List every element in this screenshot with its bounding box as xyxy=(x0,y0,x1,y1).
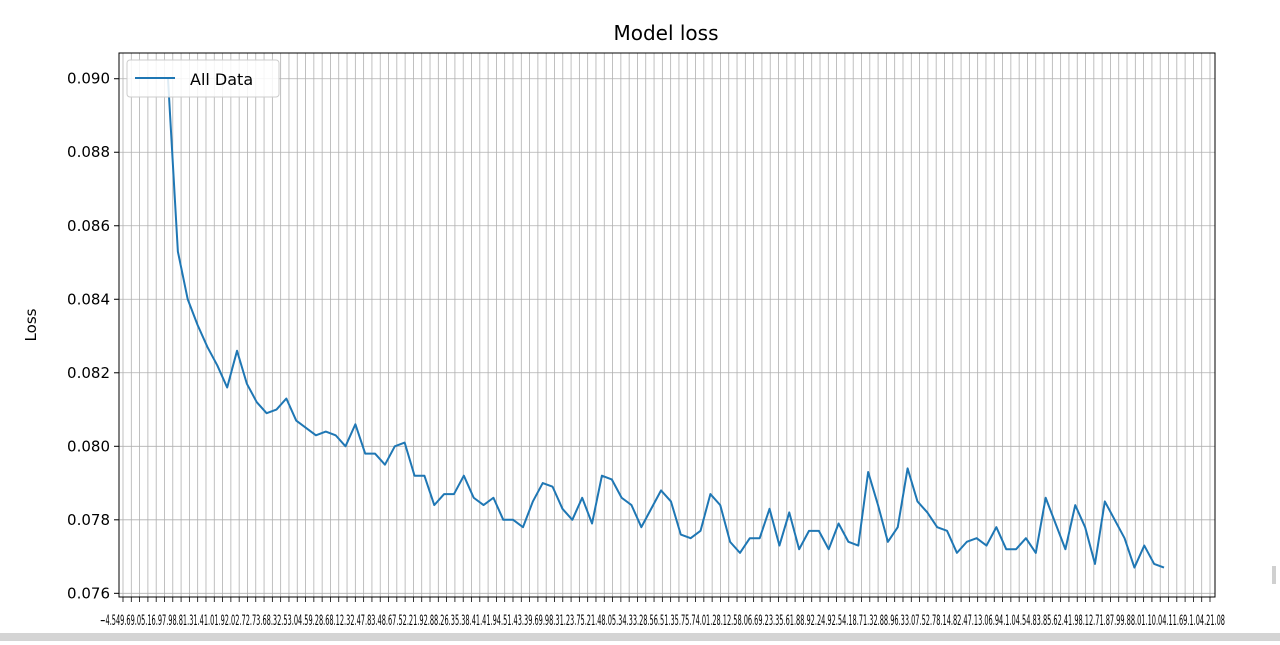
y-tick-label: 0.088 xyxy=(67,143,110,161)
chart-title: Model loss xyxy=(613,21,718,45)
y-tick-label: 0.086 xyxy=(67,217,110,235)
y-tick-label: 0.078 xyxy=(67,511,110,529)
window-edge-marker xyxy=(1272,566,1276,584)
legend-label: All Data xyxy=(190,70,253,89)
y-axis-label: Loss xyxy=(22,308,40,341)
series-line-all-data xyxy=(167,78,1165,569)
y-tick-label: 0.090 xyxy=(67,70,110,88)
y-axis: 0.076 0.078 0.080 0.082 0.084 0.086 0.088 0.090 xyxy=(67,70,119,602)
legend-box xyxy=(126,59,280,98)
grid-lines xyxy=(119,53,1215,597)
y-tick-label: 0.082 xyxy=(67,364,110,382)
x-tick-labels: −4.549.69.05.16.97.98.81.31.41.01.92.02.… xyxy=(100,613,1225,629)
legend: All Data xyxy=(126,59,280,98)
x-axis xyxy=(122,597,1211,602)
y-tick-label: 0.076 xyxy=(67,584,110,602)
series-lines xyxy=(167,78,1165,569)
window-bottom-strip xyxy=(0,633,1280,641)
y-tick-label: 0.080 xyxy=(67,437,110,455)
plot-frame xyxy=(118,52,1216,598)
y-tick-label: 0.084 xyxy=(67,290,110,308)
